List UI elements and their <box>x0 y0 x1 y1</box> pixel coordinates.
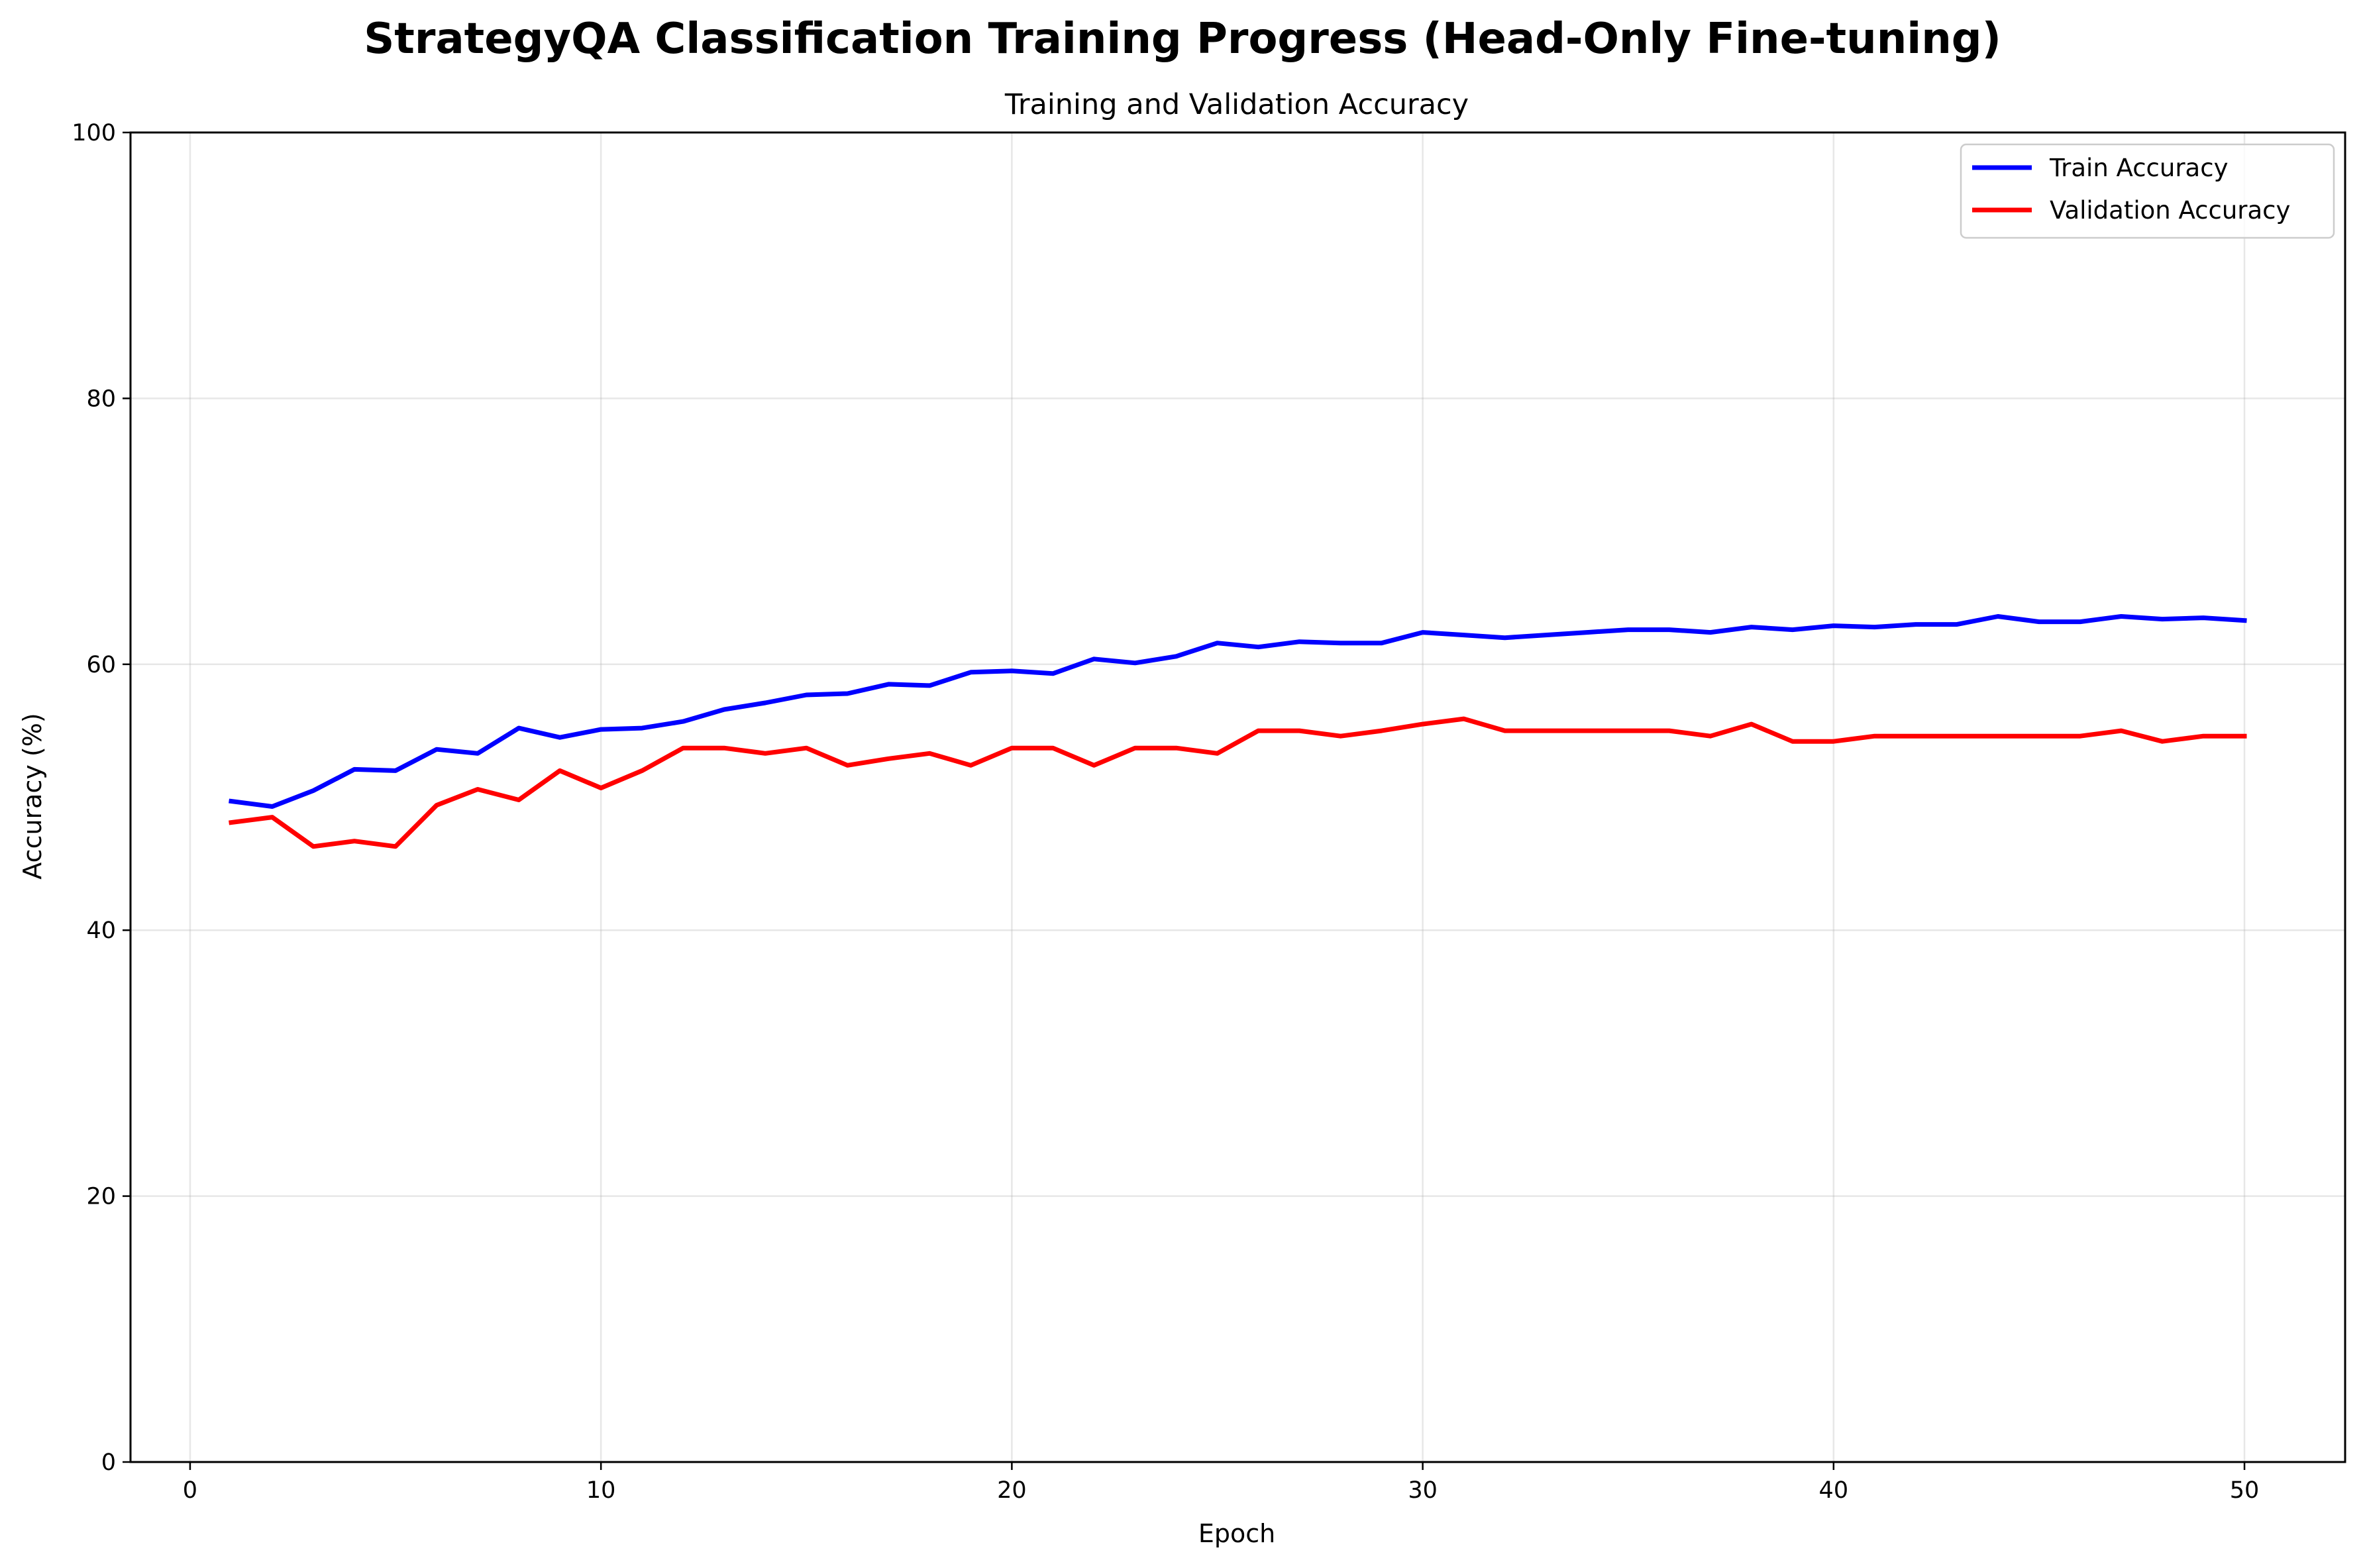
x-tick-label-0: 0 <box>183 1477 197 1504</box>
legend-box <box>1960 143 2335 239</box>
axis-ticks: 0 10 20 30 40 50 0 20 40 60 80 100 <box>72 120 2259 1504</box>
y-axis-label: Accuracy (%) <box>18 713 47 879</box>
chart-title: Training and Validation Accuracy <box>1004 88 1469 121</box>
figure-suptitle: StrategyQA Classification Training Progr… <box>364 15 2001 64</box>
x-tick-label-20: 20 <box>997 1477 1027 1504</box>
legend: Train Accuracy Validation Accuracy <box>1960 143 2335 239</box>
y-tick-label-20: 20 <box>86 1184 116 1210</box>
series-lines <box>229 614 2247 849</box>
series-line-train-accuracy <box>229 614 2247 809</box>
y-tick-label-60: 60 <box>86 652 116 678</box>
x-tick-label-30: 30 <box>1408 1477 1438 1504</box>
x-axis-label: Epoch <box>1198 1519 1275 1548</box>
legend-label-validation: Validation Accuracy <box>2050 196 2290 225</box>
x-tick-label-50: 50 <box>2230 1477 2260 1504</box>
y-tick-label-0: 0 <box>101 1449 116 1476</box>
x-tick-label-40: 40 <box>1819 1477 1849 1504</box>
y-tick-label-40: 40 <box>86 917 116 944</box>
x-tick-label-10: 10 <box>586 1477 616 1504</box>
y-tick-label-100: 100 <box>72 120 116 146</box>
y-tick-label-80: 80 <box>86 386 116 412</box>
legend-label-train: Train Accuracy <box>2049 154 2228 182</box>
series-line-validation-accuracy <box>229 716 2247 849</box>
plot-area-frame <box>129 131 2346 1463</box>
